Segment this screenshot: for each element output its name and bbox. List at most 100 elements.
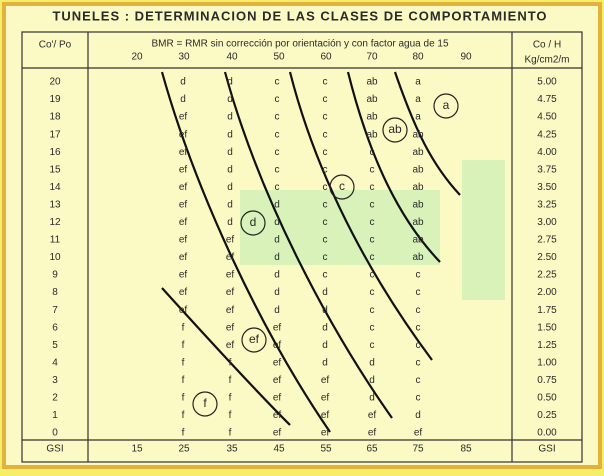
h-value: 4.50	[537, 112, 557, 123]
gsi-value: 85	[460, 444, 472, 455]
class-cell: c	[370, 305, 375, 316]
zone-label: f	[203, 396, 207, 410]
h-value: 4.00	[537, 147, 557, 158]
po-value: 3	[52, 375, 58, 386]
boundary	[161, 287, 291, 426]
class-cell: a	[415, 94, 421, 105]
class-cell: c	[275, 164, 280, 175]
h-value: 1.75	[537, 305, 557, 316]
po-value: 16	[49, 147, 61, 158]
zone-label: d	[250, 215, 257, 229]
h-value: 3.50	[537, 182, 557, 193]
class-cell: c	[323, 217, 328, 228]
po-value: 2	[52, 393, 58, 404]
class-cell: f	[182, 322, 185, 333]
bmr-value: 30	[178, 52, 190, 63]
h-value: 1.25	[537, 340, 557, 351]
class-cell: c	[275, 94, 280, 105]
class-cell: ab	[366, 129, 378, 140]
zone-label: a	[443, 98, 450, 112]
h-value: 0.25	[537, 410, 557, 421]
h-value: 5.00	[537, 77, 557, 88]
class-cell: ef	[273, 375, 282, 386]
class-cell: d	[274, 270, 280, 281]
class-cell: d	[322, 340, 328, 351]
class-cell: f	[182, 340, 185, 351]
gsi-value: 55	[320, 444, 332, 455]
class-cell: ab	[412, 217, 424, 228]
zone-circle	[192, 391, 218, 417]
class-cell: c	[323, 112, 328, 123]
h-value: 0.50	[537, 393, 557, 404]
h-value: 4.75	[537, 94, 557, 105]
class-cell: d	[227, 199, 233, 210]
class-cell: c	[275, 77, 280, 88]
zone-circle	[382, 117, 408, 143]
class-cell: d	[227, 112, 233, 123]
class-cell: ef	[179, 252, 188, 263]
bmr-value: 20	[131, 52, 143, 63]
class-cell: c	[370, 270, 375, 281]
class-cell: ab	[412, 182, 424, 193]
class-cell: c	[416, 270, 421, 281]
po-value: 18	[49, 112, 61, 123]
boundary	[393, 71, 461, 196]
class-cell: d	[274, 252, 280, 263]
class-cell: c	[323, 164, 328, 175]
class-cell: f	[182, 428, 185, 439]
class-cell: d	[369, 357, 375, 368]
class-cell: f	[229, 393, 232, 404]
bmr-value: 60	[320, 52, 332, 63]
class-cell: ef	[179, 270, 188, 281]
class-cell: c	[370, 164, 375, 175]
class-cell: a	[415, 112, 421, 123]
class-cell: d	[274, 235, 280, 246]
class-cell: c	[416, 340, 421, 351]
class-cell: c	[370, 235, 375, 246]
class-cell: d	[274, 287, 280, 298]
class-cell: f	[182, 375, 185, 386]
class-cell: ef	[179, 164, 188, 175]
class-cell: c	[416, 322, 421, 333]
footer-left: GSI	[46, 444, 63, 455]
class-cell: ef	[368, 428, 377, 439]
class-cell: ef	[321, 393, 330, 404]
class-cell: ef	[179, 287, 188, 298]
class-cell: ef	[226, 305, 235, 316]
po-value: 0	[52, 428, 58, 439]
class-cell: c	[323, 94, 328, 105]
bmr-value: 70	[366, 52, 378, 63]
h-value: 2.00	[537, 287, 557, 298]
boundary	[288, 71, 433, 361]
class-cell: c	[416, 357, 421, 368]
class-cell: ab	[412, 199, 424, 210]
class-cell: c	[370, 217, 375, 228]
class-cell: ef	[273, 340, 282, 351]
class-cell: ef	[179, 182, 188, 193]
class-cell: c	[370, 287, 375, 298]
class-cell: d	[369, 375, 375, 386]
h-value: 1.50	[537, 322, 557, 333]
class-cell: ef	[226, 270, 235, 281]
class-cell: a	[415, 77, 421, 88]
class-cell: ab	[366, 77, 378, 88]
class-cell: ef	[179, 305, 188, 316]
class-cell: d	[180, 94, 186, 105]
class-cell: ab	[366, 112, 378, 123]
class-cell: c	[370, 199, 375, 210]
po-value: 19	[49, 94, 61, 105]
class-cell: c	[323, 270, 328, 281]
bmr-value: 80	[412, 52, 424, 63]
class-cell: c	[323, 129, 328, 140]
h-value: 4.25	[537, 129, 557, 140]
zone-circle	[433, 93, 459, 119]
po-value: 4	[52, 357, 58, 368]
class-cell: f	[229, 410, 232, 421]
boundary	[160, 71, 331, 433]
class-cell: d	[227, 77, 233, 88]
h-value: 1.00	[537, 357, 557, 368]
class-cell: d	[274, 217, 280, 228]
table-border	[21, 31, 583, 463]
header-bmr: BMR = RMR sin corrección por orientación…	[151, 39, 449, 50]
